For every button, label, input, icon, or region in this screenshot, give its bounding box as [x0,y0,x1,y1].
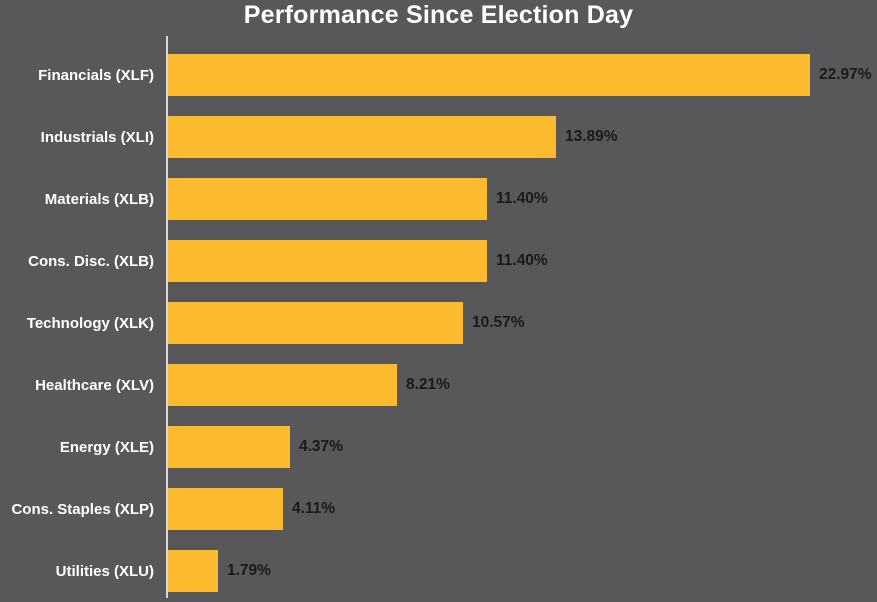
category-label: Materials (XLB) [44,190,154,208]
chart-row: Cons. Staples (XLP) 4.11% [0,478,877,540]
value-label: 10.57% [472,314,525,331]
value-label: 13.89% [565,128,618,145]
category-label: Healthcare (XLV) [35,376,154,394]
chart-row: Cons. Disc. (XLB) 11.40% [0,230,877,292]
bar-chart: Financials (XLF) 22.97% Industrials (XLI) 1… [0,36,877,602]
value-label: 4.37% [299,438,343,455]
bar [168,302,463,344]
bar [168,178,487,220]
value-label: 1.79% [227,562,271,579]
value-label: 11.40% [496,190,548,207]
value-label: 8.21% [406,376,450,393]
chart-row: Technology (XLK) 10.57% [0,292,877,354]
chart-row: Industrials (XLI) 13.89% [0,106,877,168]
bar [168,116,556,158]
bar [168,488,283,530]
chart-title: Performance Since Election Day [243,1,634,29]
y-axis-line [166,36,168,598]
chart-row: Utilities (XLU) 1.79% [0,540,877,602]
category-label: Financials (XLF) [38,66,154,84]
value-label: 11.40% [496,252,548,269]
chart-row: Financials (XLF) 22.97% [0,44,877,106]
category-label: Cons. Disc. (XLB) [28,252,154,270]
chart-row: Energy (XLE) 4.37% [0,416,877,478]
bar [168,54,810,96]
value-label: 22.97% [819,66,872,83]
chart-row: Healthcare (XLV) 8.21% [0,354,877,416]
value-label: 4.11% [292,500,336,517]
category-label: Energy (XLE) [59,438,154,456]
category-label: Utilities (XLU) [55,562,154,580]
category-label: Technology (XLK) [26,314,154,332]
bar [168,550,218,592]
bar [168,426,290,468]
category-label: Cons. Staples (XLP) [11,500,154,518]
category-label: Industrials (XLI) [40,128,154,146]
chart-row: Materials (XLB) 11.40% [0,168,877,230]
bar [168,240,487,282]
bar [168,364,397,406]
